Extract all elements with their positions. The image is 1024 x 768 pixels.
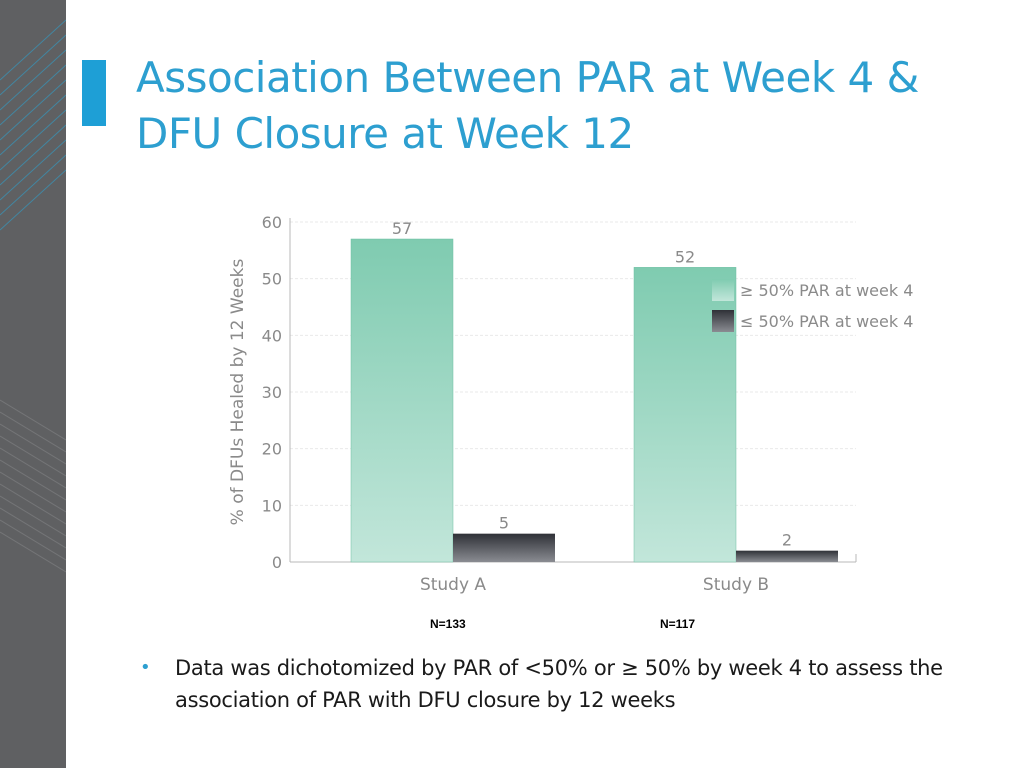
x-tick-label: Study A	[420, 575, 486, 595]
x-tick-label: Study B	[703, 575, 769, 595]
data-label: 57	[392, 219, 412, 238]
bullet-text: Data was dichotomized by PAR of <50% or …	[175, 656, 943, 712]
legend-label-2: ≤ 50% PAR at week 4	[740, 312, 913, 331]
n-label-study-b: N=117	[660, 617, 696, 631]
y-tick-label: 40	[262, 326, 282, 345]
diagonal-lines-pattern	[0, 19, 66, 573]
slide-title-line-1: Association Between PAR at Week 4 &	[136, 53, 919, 102]
side-decoration-panel	[0, 0, 66, 768]
y-tick-label: 30	[262, 383, 282, 402]
y-tick-label: 10	[262, 496, 282, 515]
legend-swatch-2	[712, 310, 734, 332]
bullet-list: • Data was dichotomized by PAR of <50% o…	[140, 652, 1000, 716]
y-tick-label: 60	[262, 213, 282, 232]
bullet-dot-icon: •	[140, 657, 151, 678]
legend-label-1: ≥ 50% PAR at week 4	[740, 281, 913, 300]
slide-title-line-2: DFU Closure at Week 12	[136, 109, 634, 158]
n-label-study-a: N=133	[430, 617, 466, 631]
data-label: 2	[782, 531, 792, 550]
y-tick-label: 50	[262, 270, 282, 289]
slide-title: Association Between PAR at Week 4 & DFU …	[136, 50, 996, 162]
bullet-item: • Data was dichotomized by PAR of <50% o…	[140, 652, 1000, 716]
legend-swatch-1	[712, 279, 734, 301]
bar-study-a-series-1	[350, 238, 454, 563]
title-accent-bar	[82, 60, 106, 126]
bar-study-a-series-2	[453, 533, 555, 562]
data-label: 52	[675, 247, 695, 266]
y-axis-title: % of DFUs Healed by 12 Weeks	[228, 259, 248, 526]
y-tick-label: 0	[272, 553, 282, 572]
y-tick-label: 20	[262, 440, 282, 459]
data-label: 5	[499, 514, 509, 533]
bar-study-b-series-2	[736, 550, 838, 562]
